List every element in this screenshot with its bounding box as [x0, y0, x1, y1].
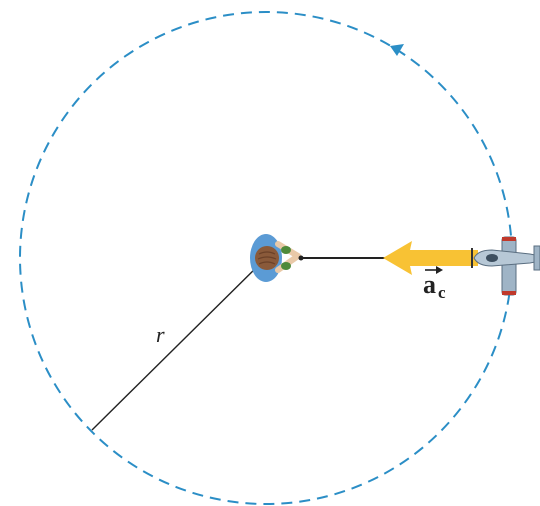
- acceleration-symbol: a: [423, 270, 436, 299]
- radius-line: [91, 257, 267, 431]
- person-topview-icon: [250, 234, 304, 282]
- airplane-icon: [471, 236, 540, 296]
- acceleration-label: a c: [423, 266, 446, 302]
- acceleration-arrow: [383, 241, 478, 275]
- vector-arrow-icon: [425, 266, 443, 274]
- arrowhead-icon: [390, 44, 404, 56]
- radius-label: r: [156, 322, 165, 347]
- acceleration-subscript: c: [438, 283, 446, 302]
